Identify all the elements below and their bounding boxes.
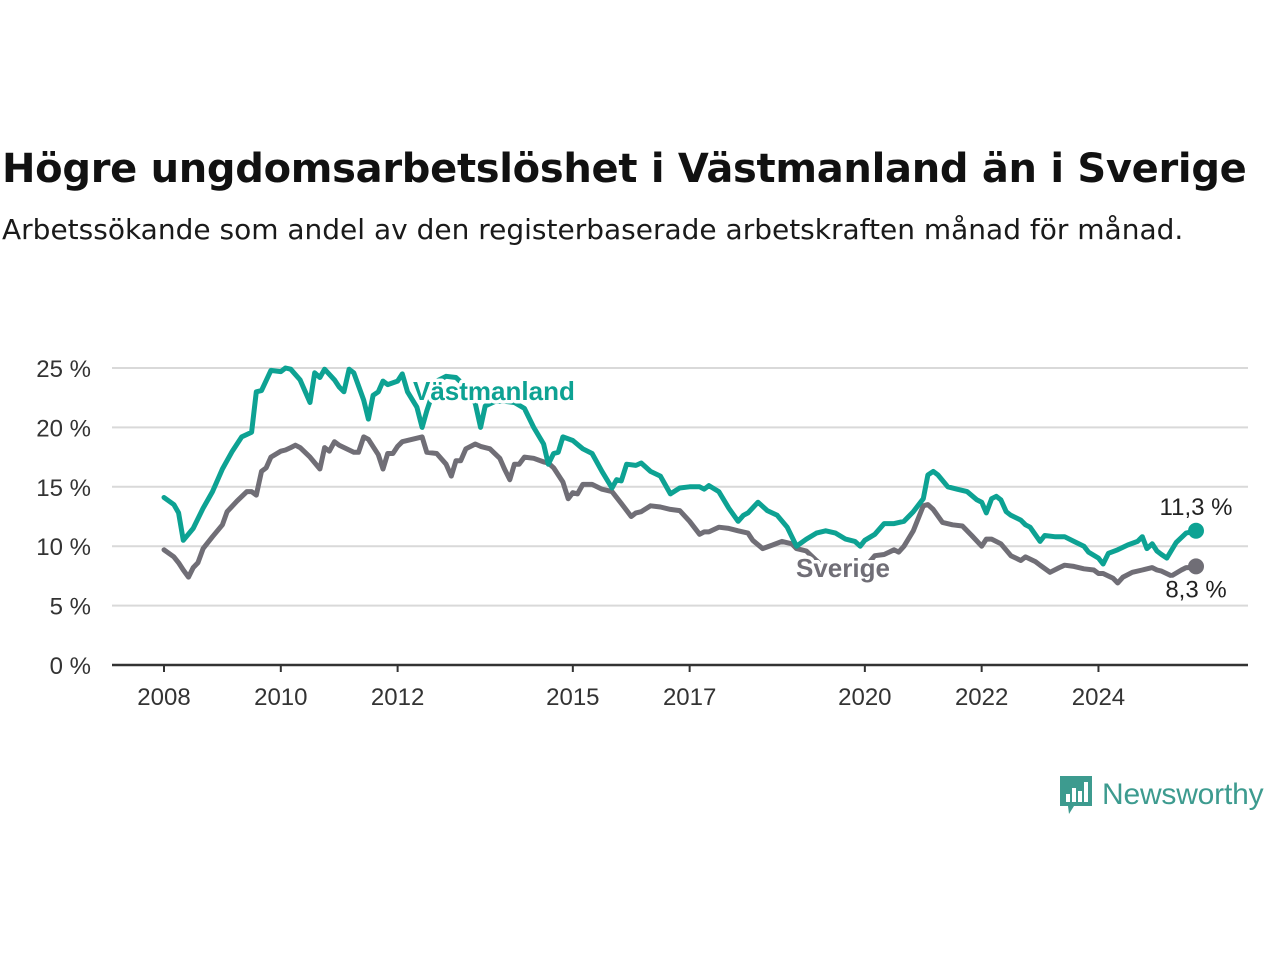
series-line-sverige [161, 434, 1199, 586]
chart-subtitle: Arbetssökande som andel av den registerb… [2, 213, 1184, 246]
newsworthy-bar-chart-logo-icon [1060, 776, 1092, 814]
y-tick-label: 20 % [36, 415, 91, 442]
y-tick-label: 25 % [36, 356, 91, 383]
series-line-västmanland [161, 365, 1199, 567]
x-tick-label: 2020 [838, 684, 891, 711]
series-name-label-sverige: Sverige [796, 553, 890, 583]
x-tick-label: 2010 [254, 684, 307, 711]
x-tick-label: 2012 [371, 684, 424, 711]
chart-title: Högre ungdomsarbetslöshet i Västmanland … [2, 146, 1247, 192]
newsworthy-logo[interactable]: Newsworthy [1058, 772, 1264, 818]
y-tick-label: 10 % [36, 534, 91, 561]
brand-name: Newsworthy [1102, 778, 1264, 811]
x-tick-label: 2022 [955, 684, 1008, 711]
y-tick-label: 5 % [50, 594, 91, 621]
end-point-sverige [1188, 558, 1204, 575]
x-tick-label: 2015 [546, 684, 599, 711]
y-tick-label: 0 % [50, 653, 91, 680]
y-tick-label: 15 % [36, 475, 91, 502]
end-value-label-västmanland: 11,3 % [1160, 494, 1233, 521]
series-labels: Västmanland Sverige 11,3 % 8,3 % [410, 373, 1236, 607]
y-axis-tick-labels: 0 % 5 % 10 % 15 % 20 % 25 % [36, 356, 91, 680]
end-value-label-sverige: 8,3 % [1165, 576, 1226, 603]
series-name-label-västmanland: Västmanland [413, 376, 575, 406]
line-chart: 0 %5 %10 %15 %20 %25 % 2008 2010 2012 2015 2… [36, 356, 1248, 711]
x-tick-label: 2024 [1072, 684, 1125, 711]
series-lines [161, 365, 1204, 586]
x-axis-ticks: 2008 2010 2012 2015 2017 2020 2022 2024 [137, 665, 1125, 711]
x-tick-label: 2008 [137, 684, 190, 711]
end-point-västmanland [1188, 522, 1204, 539]
x-tick-label: 2017 [663, 684, 716, 711]
